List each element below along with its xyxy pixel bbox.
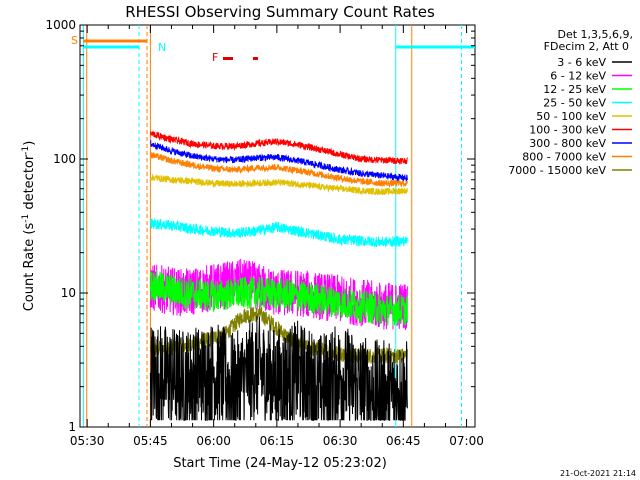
legend-header-line-1: Det 1,3,5,6,9, (557, 28, 633, 41)
legend-entry-label: 6 - 12 keV (550, 70, 606, 83)
y-axis-label-sup1: -1 (21, 214, 31, 223)
legend-entry-label: 300 - 800 keV (529, 137, 606, 150)
y-axis-label-end: ) (22, 141, 37, 146)
y-tick-label: 1 (68, 420, 76, 434)
flag-label-f: F (212, 51, 218, 64)
y-tick-label: 1000 (45, 18, 76, 32)
x-tick-label: 06:15 (260, 434, 295, 448)
x-tick-label: 06:45 (386, 434, 421, 448)
legend-entry-label: 50 - 100 keV (536, 110, 606, 123)
chart-title: RHESSI Observing Summary Count Rates (125, 3, 435, 21)
y-axis-label-main: Count Rate (s (22, 223, 37, 312)
y-axis-label-sup2: -1 (21, 146, 31, 155)
series-line (150, 218, 408, 248)
series-line (149, 139, 408, 182)
x-axis-label: Start Time (24-May-12 05:23:02) (173, 456, 387, 471)
legend: Det 1,3,5,6,9, FDecim 2, Att 0 3 - 6 keV… (508, 28, 633, 177)
y-tick-label: 10 (61, 286, 76, 300)
footer-date: 21-Oct-2021 21:14 (560, 469, 636, 478)
ticks-layer: 05:30 05:45 06:00 06:15 06:30 06:45 07:00 1 10 10… (45, 18, 483, 448)
x-tick-label: 06:00 (196, 434, 231, 448)
series-layer (149, 130, 408, 421)
series-line (149, 315, 408, 421)
flag-label-s: S (71, 34, 78, 47)
series-line (149, 130, 408, 165)
x-tick-label: 05:45 (133, 434, 168, 448)
series-line (149, 173, 408, 196)
x-tick-label: 06:30 (323, 434, 358, 448)
y-tick-label: 100 (53, 152, 76, 166)
series-line (149, 270, 408, 326)
flare-flag-bar-2 (253, 57, 258, 60)
legend-header-line-2: FDecim 2, Att 0 (544, 40, 629, 53)
flare-flag-bar-1 (223, 57, 233, 60)
y-axis-label: Count Rate (s-1 detector-1) (21, 141, 37, 312)
flag-label-n: N (158, 41, 166, 54)
legend-entry-label: 800 - 7000 keV (522, 151, 606, 164)
legend-entry-label: 7000 - 15000 keV (508, 164, 606, 177)
plot-area: 05:30 05:45 06:00 06:15 06:30 06:45 07:00 1 10 10… (45, 18, 483, 448)
y-axis-label-mid: detector (22, 154, 37, 214)
series-line (149, 151, 408, 188)
legend-entry-label: 100 - 300 keV (529, 124, 606, 137)
x-tick-label: 05:30 (70, 434, 105, 448)
legend-entry-label: 12 - 25 keV (543, 83, 606, 96)
legend-entry-label: 25 - 50 keV (543, 97, 606, 110)
plot-frame (79, 24, 476, 428)
legend-entry-label: 3 - 6 keV (557, 56, 606, 69)
x-tick-label: 07:00 (449, 434, 484, 448)
